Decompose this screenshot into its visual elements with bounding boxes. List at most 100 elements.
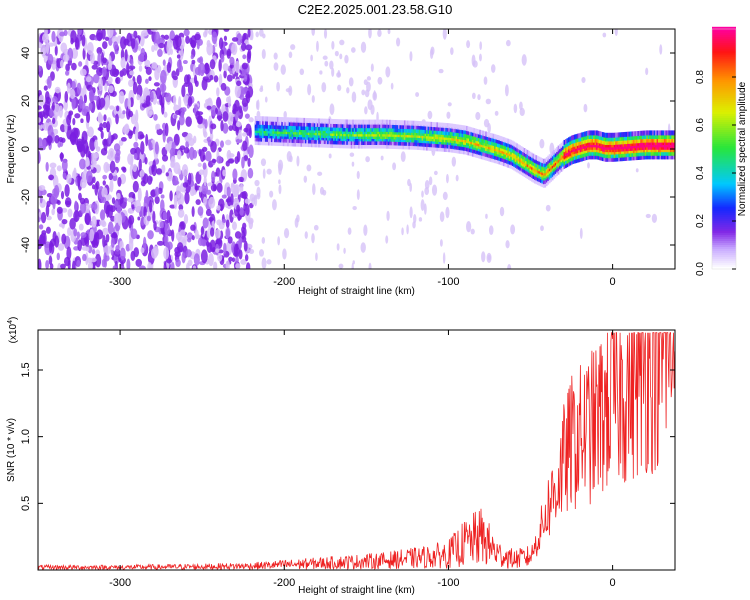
noise-blob — [154, 196, 160, 205]
ridge-cell — [432, 122, 434, 127]
noise-blob — [239, 94, 245, 100]
ridge-cell — [470, 127, 473, 133]
ridge-cell — [643, 137, 646, 143]
ridge-cell — [517, 168, 520, 174]
noise-blob — [244, 254, 249, 262]
y-tick-label: 40 — [20, 47, 32, 59]
noise-blob — [406, 224, 409, 235]
ridge-cell — [430, 125, 433, 131]
noise-blob — [296, 155, 300, 167]
noise-blob — [127, 110, 134, 118]
noise-blob — [234, 231, 242, 239]
noise-blob — [227, 236, 233, 244]
ridge-cell — [613, 132, 616, 138]
ridge-cell — [550, 156, 553, 162]
ridge-cell — [528, 150, 530, 156]
ridge-cell — [499, 136, 502, 142]
ridge-cell — [522, 171, 524, 177]
ridge-cell — [482, 130, 485, 136]
ridge-cell — [522, 167, 524, 173]
ridge-cell — [520, 149, 523, 155]
ridge-cell — [582, 131, 585, 137]
ridge-cell — [374, 126, 377, 132]
ridge-cell — [294, 141, 297, 147]
ridge-cell — [436, 122, 439, 128]
ridge-cell — [565, 142, 567, 148]
noise-blob — [201, 183, 209, 195]
ridge-cell — [445, 122, 448, 128]
noise-blob — [450, 47, 454, 55]
noise-blob — [278, 184, 282, 195]
colorbar-cell — [712, 188, 736, 191]
ridge-cell — [268, 136, 270, 142]
ridge-cell — [430, 129, 433, 135]
ridge-cell — [532, 173, 535, 179]
ridge-cell — [442, 126, 445, 132]
ridge-cell — [288, 117, 291, 123]
noise-blob — [185, 249, 192, 258]
ridge-cell — [341, 119, 344, 125]
noise-blob — [236, 33, 243, 46]
ridge-cell — [519, 152, 521, 158]
ridge-cell — [273, 137, 276, 143]
ridge-cell — [489, 153, 492, 159]
ridge-cell — [367, 126, 369, 132]
ridge-cell — [461, 132, 464, 138]
noise-blob — [44, 243, 51, 248]
ridge-cell — [423, 121, 425, 127]
noise-blob — [321, 82, 327, 93]
ridge-cell — [273, 123, 276, 129]
ridge-cell — [538, 156, 541, 162]
noise-blob — [124, 49, 128, 62]
noise-blob — [200, 249, 208, 264]
noise-blob — [140, 180, 146, 187]
ridge-cell — [343, 126, 346, 132]
colorbar-cell — [712, 121, 736, 124]
ridge-cell — [664, 150, 666, 156]
ridge-cell — [415, 120, 418, 126]
ridge-cell — [575, 137, 578, 143]
ridge-cell — [637, 154, 640, 160]
noise-blob — [52, 96, 58, 104]
colorbar-cell — [712, 99, 736, 102]
noise-blob — [218, 58, 222, 72]
ridge-cell — [666, 154, 669, 160]
ridge-cell — [268, 123, 270, 129]
ridge-cell — [328, 139, 331, 145]
ridge-cell — [269, 137, 272, 142]
ridge-cell — [628, 152, 631, 158]
noise-blob — [253, 194, 258, 200]
noise-blob — [79, 68, 87, 77]
noise-blob — [137, 187, 142, 202]
noise-blob — [134, 127, 139, 142]
ridge-cell — [430, 142, 433, 148]
noise-blob — [218, 37, 224, 50]
noise-blob — [209, 74, 214, 81]
ridge-cell — [381, 143, 384, 149]
ridge-cell — [460, 148, 462, 154]
noise-blob — [176, 242, 184, 253]
ridge-cell — [408, 127, 411, 133]
ridge-cell — [625, 155, 628, 161]
ridge-cell — [457, 144, 459, 150]
ridge-cell — [647, 137, 650, 143]
noise-blob — [60, 263, 66, 269]
ridge-cell — [485, 155, 488, 161]
ridge-cell — [593, 150, 595, 156]
noise-blob — [210, 140, 217, 153]
ridge-cell — [452, 144, 455, 150]
ridge-cell — [628, 155, 631, 161]
noise-blob — [216, 219, 222, 226]
ridge-cell — [607, 153, 610, 159]
noise-blob — [339, 39, 345, 46]
y-tick-label: -40 — [20, 237, 32, 253]
ridge-cell — [510, 160, 513, 166]
noise-blob — [539, 138, 545, 149]
ridge-cell — [627, 155, 629, 161]
colorbar-tick-label: 0.0 — [695, 262, 706, 276]
ridge-cell — [254, 119, 257, 125]
ridge-cell — [516, 167, 519, 173]
noise-blob — [182, 182, 189, 188]
ridge-cell — [640, 134, 643, 140]
noise-blob — [128, 65, 136, 70]
